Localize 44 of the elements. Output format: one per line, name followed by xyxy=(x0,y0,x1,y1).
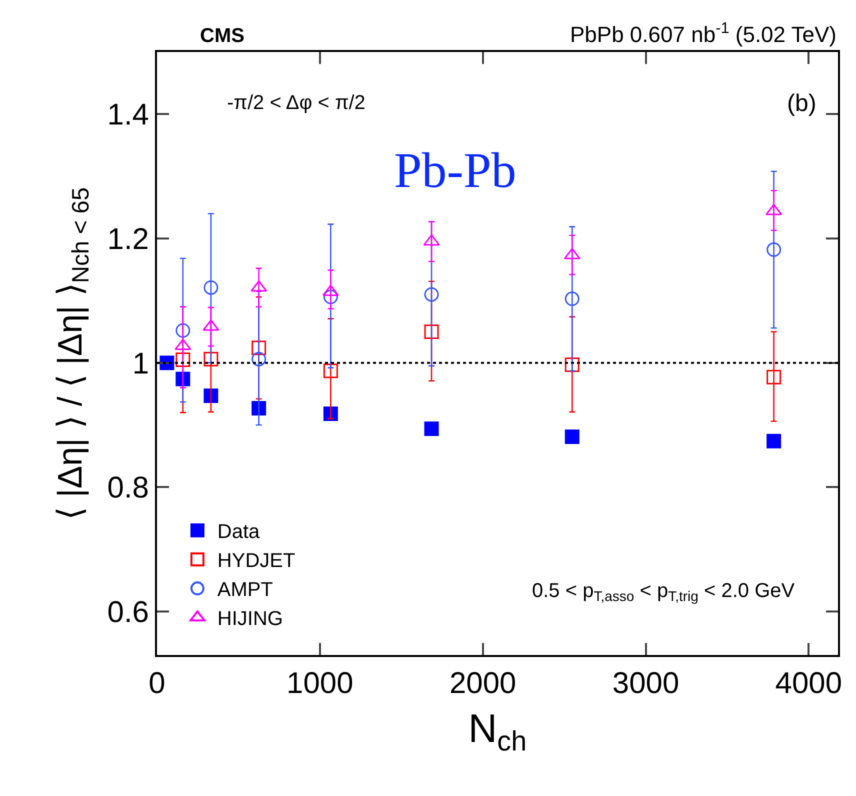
point xyxy=(174,338,192,350)
point xyxy=(766,242,782,257)
x-tick-label: 2000 xyxy=(449,667,516,700)
legend-label: Data xyxy=(217,521,261,544)
annotation: -π/2 < Δφ < π/2 xyxy=(227,92,366,114)
x-tick-label: 1000 xyxy=(286,667,354,700)
y-tick-label: 1.2 xyxy=(107,222,149,256)
point xyxy=(176,372,190,386)
text: PbPb 0.607 nb$^{-1}$ (5.02 TeV) xyxy=(570,20,836,48)
point xyxy=(766,370,782,384)
annotation: (b) xyxy=(787,90,816,117)
point xyxy=(323,290,338,304)
point xyxy=(423,234,440,246)
text: CMS xyxy=(200,25,244,47)
point xyxy=(424,324,439,339)
point xyxy=(323,364,338,378)
annotation: Pb-Pb xyxy=(394,142,516,198)
x-tick-label: 3000 xyxy=(612,667,680,700)
point xyxy=(204,388,218,404)
y-tick-label: 1 xyxy=(132,347,149,380)
point xyxy=(424,287,439,302)
point xyxy=(564,292,580,306)
point xyxy=(564,357,580,372)
point xyxy=(424,421,439,436)
y-tick-label: 0.6 xyxy=(107,596,149,629)
point xyxy=(252,340,266,356)
point xyxy=(204,280,218,295)
point xyxy=(564,430,580,444)
point xyxy=(252,352,266,366)
y-tick-label: 0.8 xyxy=(107,472,149,505)
point xyxy=(766,204,782,216)
x-tick-label: 4000 xyxy=(775,667,842,700)
legend-label: HYDJET xyxy=(217,550,296,572)
point xyxy=(176,323,190,338)
legend-label: AMPT xyxy=(217,579,273,602)
point xyxy=(176,352,190,367)
annotation: 0.5 < p$_{T,asso}$ < p$_{T,trig}$ < 2.0 GeV xyxy=(532,580,796,604)
y-tick-label: 1.4 xyxy=(107,98,149,132)
x-tick-label: 0 xyxy=(148,667,166,700)
legend-label: HIJING xyxy=(217,608,283,630)
point xyxy=(250,280,268,292)
x-axis-title: N$_{ch}$ xyxy=(468,707,527,756)
point xyxy=(766,434,782,448)
point xyxy=(204,352,218,366)
